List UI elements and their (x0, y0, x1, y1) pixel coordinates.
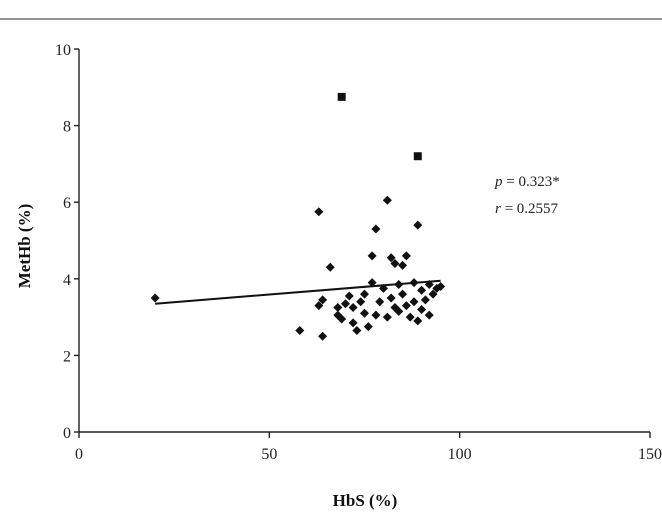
data-point (348, 318, 358, 328)
data-point (318, 295, 328, 305)
data-points (150, 92, 446, 341)
x-tick-label: 0 (75, 446, 83, 463)
data-point (409, 297, 419, 307)
y-tick-label: 10 (55, 42, 71, 59)
annotation-p: p = 0.323* (494, 174, 560, 190)
x-axis-title: HbS (%) (333, 491, 398, 510)
data-point (405, 312, 415, 322)
data-point (360, 289, 369, 299)
data-point (367, 251, 377, 261)
data-point (295, 326, 305, 336)
data-point (436, 281, 446, 291)
data-point (150, 293, 160, 303)
y-tick-label: 8 (63, 119, 71, 136)
x-tick-label: 50 (261, 446, 277, 463)
x-tick-label: 150 (638, 446, 662, 463)
data-point (417, 285, 427, 295)
data-point (424, 280, 434, 290)
data-point (413, 316, 423, 326)
data-point (348, 303, 358, 313)
data-point (333, 303, 343, 313)
y-tick-label: 6 (63, 195, 71, 212)
data-point (340, 299, 350, 309)
annotation-r: r = 0.2557 (495, 201, 559, 217)
data-point (344, 291, 354, 301)
data-point (382, 195, 392, 205)
data-point (409, 278, 419, 288)
data-point (352, 326, 362, 336)
y-tick-label: 4 (63, 272, 71, 289)
data-point (356, 297, 366, 307)
data-point (424, 310, 434, 320)
data-point (367, 278, 377, 288)
data-point (314, 301, 324, 311)
data-point (417, 304, 427, 314)
data-point (398, 260, 408, 270)
data-point (401, 301, 411, 311)
data-point (390, 258, 400, 268)
outlier-point (337, 92, 346, 101)
trendline (155, 279, 441, 305)
data-point (363, 322, 373, 332)
trendline-group (155, 279, 441, 305)
data-point (401, 251, 411, 261)
data-point (314, 207, 324, 217)
data-point (386, 293, 396, 303)
data-point (386, 253, 396, 263)
data-point (337, 314, 347, 324)
data-point (428, 289, 438, 299)
data-point (371, 310, 381, 320)
data-point (360, 308, 369, 318)
data-point (413, 220, 423, 230)
x-tick-label: 100 (448, 446, 472, 463)
data-point (394, 306, 404, 316)
y-axis-title: MetHb (%) (15, 204, 34, 289)
data-point (398, 289, 408, 299)
data-point (371, 224, 381, 234)
y-tick-label: 2 (63, 348, 71, 365)
data-point (420, 295, 430, 305)
data-point (318, 331, 328, 341)
data-point (382, 312, 392, 322)
data-point (379, 283, 389, 293)
data-point (375, 297, 385, 307)
outlier-point (413, 152, 422, 161)
data-point (325, 262, 335, 272)
y-tick-label: 0 (63, 425, 71, 442)
data-point (394, 280, 404, 290)
